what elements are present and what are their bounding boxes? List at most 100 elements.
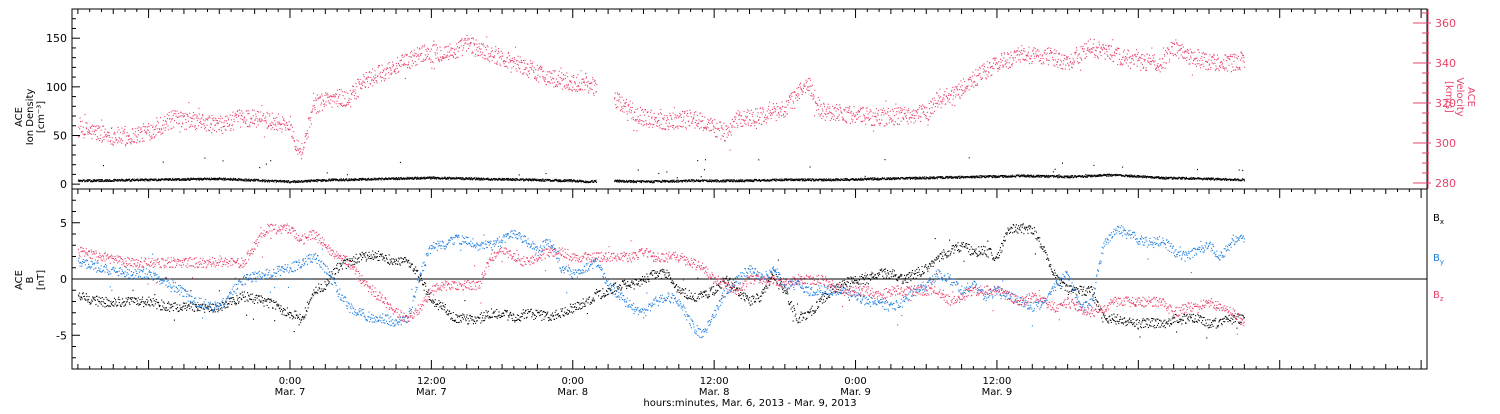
- velocity-point: [713, 126, 714, 127]
- velocity-point: [170, 129, 171, 130]
- velocity-point: [1182, 52, 1183, 53]
- velocity-point: [166, 121, 167, 122]
- velocity-point: [1161, 66, 1162, 67]
- velocity-point: [640, 120, 641, 121]
- velocity-point: [412, 65, 413, 66]
- velocity-point: [376, 81, 377, 82]
- velocity-point: [1215, 70, 1216, 71]
- velocity-point: [302, 152, 303, 153]
- velocity-point: [322, 100, 323, 101]
- velocity-point: [522, 62, 523, 63]
- velocity-point: [335, 96, 336, 97]
- velocity-point: [944, 91, 945, 92]
- density-point: [346, 179, 347, 180]
- velocity-point: [645, 109, 646, 110]
- velocity-point: [941, 101, 942, 102]
- velocity-point: [218, 123, 219, 124]
- velocity-point: [437, 47, 438, 48]
- velocity-point: [243, 120, 244, 121]
- velocity-point: [941, 107, 942, 108]
- velocity-point: [789, 96, 790, 97]
- velocity-point: [591, 88, 592, 89]
- velocity-point: [355, 93, 356, 94]
- velocity-point: [1019, 54, 1020, 55]
- velocity-point: [130, 142, 131, 143]
- velocity-point: [763, 111, 764, 112]
- velocity-point: [178, 113, 179, 114]
- velocity-point: [919, 105, 920, 106]
- velocity-point: [341, 103, 342, 104]
- velocity-point: [1144, 55, 1145, 56]
- velocity-point: [1237, 67, 1238, 68]
- velocity-point: [555, 86, 556, 87]
- velocity-point: [362, 83, 363, 84]
- velocity-point: [629, 109, 630, 110]
- velocity-point: [993, 68, 994, 69]
- density-point: [519, 174, 520, 175]
- velocity-point: [421, 47, 422, 48]
- velocity-point: [326, 105, 327, 106]
- velocity-point: [363, 74, 364, 75]
- velocity-point: [534, 67, 535, 68]
- velocity-point: [1244, 67, 1245, 68]
- velocity-point: [550, 77, 551, 78]
- velocity-point: [110, 140, 111, 141]
- velocity-point: [469, 38, 470, 39]
- velocity-point: [941, 103, 942, 104]
- velocity-point: [749, 113, 750, 114]
- velocity-point: [622, 111, 623, 112]
- velocity-point: [979, 73, 980, 74]
- velocity-point: [324, 106, 325, 107]
- velocity-point: [587, 85, 588, 86]
- velocity-point: [1056, 64, 1057, 65]
- velocity-point: [1004, 52, 1005, 53]
- velocity-point: [342, 91, 343, 92]
- velocity-point: [267, 113, 268, 114]
- velocity-point: [1229, 59, 1230, 60]
- velocity-point: [576, 77, 577, 78]
- velocity-point: [1231, 56, 1232, 57]
- velocity-point: [438, 59, 439, 60]
- velocity-point: [766, 122, 767, 123]
- velocity-point: [143, 124, 144, 125]
- velocity-point: [441, 60, 442, 61]
- velocity-point: [964, 90, 965, 91]
- velocity-point: [1212, 62, 1213, 63]
- velocity-point: [1089, 51, 1090, 52]
- density-point: [388, 179, 389, 180]
- velocity-point: [212, 115, 213, 116]
- velocity-point: [593, 95, 594, 96]
- velocity-point: [337, 90, 338, 91]
- velocity-point: [343, 95, 344, 96]
- velocity-point: [271, 125, 272, 126]
- velocity-point: [732, 119, 733, 120]
- velocity-point: [214, 130, 215, 131]
- velocity-point: [1121, 59, 1122, 60]
- velocity-point: [1226, 68, 1227, 69]
- velocity-point: [564, 85, 565, 86]
- velocity-point: [1175, 39, 1176, 40]
- velocity-point: [353, 86, 354, 87]
- velocity-point: [169, 118, 170, 119]
- density-point: [748, 181, 749, 182]
- velocity-point: [122, 133, 123, 134]
- velocity-point: [526, 67, 527, 68]
- velocity-point: [1085, 53, 1086, 54]
- velocity-point: [1010, 52, 1011, 53]
- density-point: [519, 180, 520, 181]
- velocity-point: [904, 107, 905, 108]
- velocity-point: [653, 124, 654, 125]
- velocity-point: [382, 77, 383, 78]
- velocity-point: [248, 126, 249, 127]
- velocity-point: [566, 72, 567, 73]
- velocity-point: [111, 144, 112, 145]
- velocity-point: [120, 141, 121, 142]
- velocity-point: [684, 113, 685, 114]
- velocity-point: [125, 144, 126, 145]
- velocity-point: [478, 46, 479, 47]
- velocity-point: [674, 117, 675, 118]
- velocity-point: [487, 47, 488, 48]
- velocity-point: [1128, 50, 1129, 51]
- velocity-point: [799, 84, 800, 85]
- velocity-point: [723, 129, 724, 130]
